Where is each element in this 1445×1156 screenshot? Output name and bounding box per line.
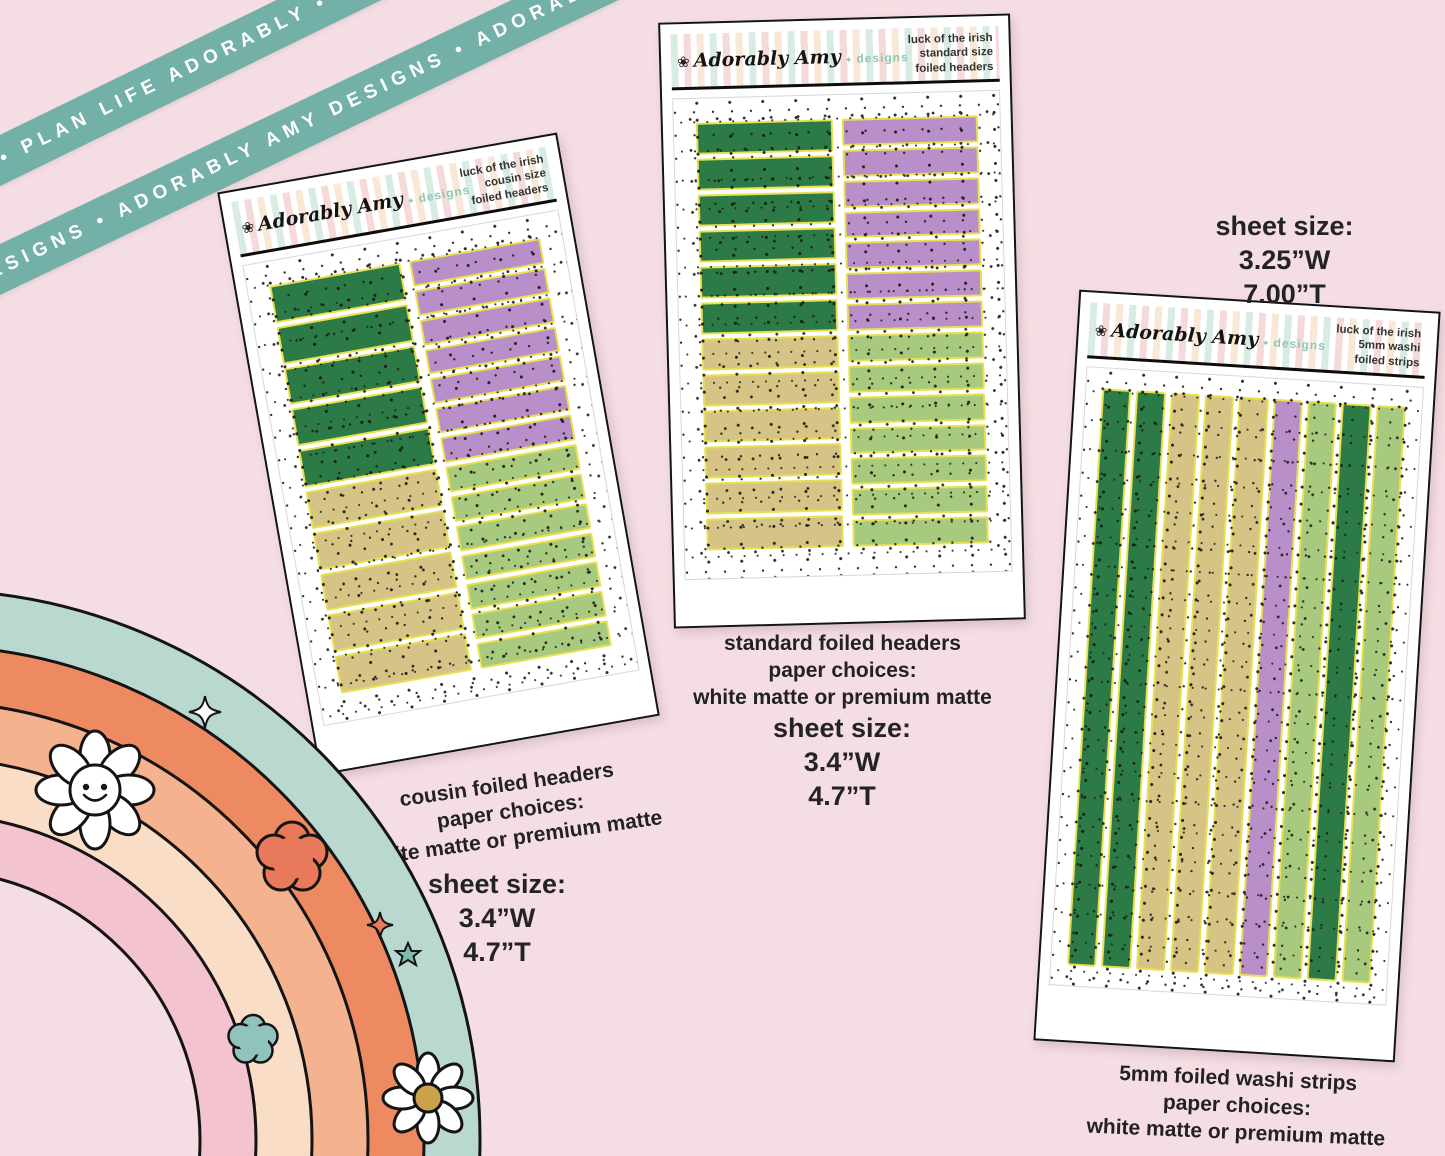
header-strip-lightgreen (851, 516, 989, 547)
header-strip-purple (842, 177, 980, 208)
sticker-column (695, 119, 844, 551)
caption-washi: 5mm foiled washi strips paper choices: w… (1060, 1058, 1413, 1154)
sheet-size-line: sheet size: (1215, 211, 1354, 241)
header-strip-green (696, 155, 834, 191)
sparkle-icon: ✦ (844, 54, 853, 65)
brand-logo: ❀ Adorably Amy ✦ designs (1094, 318, 1326, 354)
brand-script: Adorably Amy (1110, 319, 1259, 351)
sheet-size-line: 3.4”W (458, 902, 536, 933)
sticker-sheet (1048, 366, 1424, 1006)
flower-icon: ❀ (676, 53, 690, 71)
header-strip-green (698, 227, 836, 263)
teal-star-icon (393, 940, 423, 968)
brand-logo: ❀ Adorably Amy ✦ designs (240, 178, 471, 239)
brand-sub: designs (1273, 335, 1327, 353)
sheet-size-line: 7.00”T (1243, 278, 1326, 309)
caption-line: standard foiled headers (724, 632, 961, 655)
header-strips-grid (695, 115, 989, 551)
sparkle-icon (188, 695, 222, 729)
sticker-sheet (672, 89, 1013, 581)
coral-flower-icon (255, 820, 329, 892)
card-header: ❀ Adorably Amy ✦ designs luck of the iri… (670, 25, 1000, 91)
brand-sub: designs (856, 49, 909, 66)
product-label-line: standard size (919, 46, 994, 61)
sticker-sheet-card-standard: ❀ Adorably Amy ✦ designs luck of the iri… (658, 13, 1026, 629)
sheet-size-line: 4.7”T (463, 936, 531, 967)
washi-strips-row (1067, 388, 1406, 984)
sheet-size-line: sheet size: (427, 869, 567, 899)
sheet-size-standard: sheet size: 3.4”W 4.7”T (722, 712, 962, 813)
header-strip-lightgreen (847, 362, 985, 393)
header-strip-green (700, 299, 838, 335)
brand-script: Adorably Amy (693, 45, 842, 72)
sparkle-icon: ✦ (1261, 337, 1270, 348)
header-strip-purple (842, 146, 980, 177)
header-strip-purple (844, 238, 982, 270)
header-strip-purple (843, 207, 981, 239)
sparkle-icon (366, 911, 394, 939)
header-strip-lightgreen (849, 423, 987, 455)
header-strip-purple (846, 300, 984, 331)
sheet-size-line: 3.4”W (803, 746, 881, 777)
product-label-line: foiled headers (915, 60, 994, 75)
header-strip-lightgreen (848, 393, 986, 424)
product-label: luck of the irish standard size foiled h… (908, 31, 994, 75)
caption-line: white matte or premium matte (693, 685, 992, 709)
daisy-icon (381, 1051, 475, 1145)
sticker-column (841, 115, 989, 547)
header-strip-tan (703, 407, 841, 443)
header-strip-green (695, 119, 834, 155)
header-strip-tan (701, 335, 839, 371)
header-strip-green (697, 191, 835, 227)
header-strip-tan (702, 371, 840, 407)
header-strip-purple (845, 269, 983, 301)
product-label: luck of the irish cousin size foiled hea… (459, 153, 550, 209)
sheet-size-line: 4.7”T (808, 780, 876, 811)
card-header: ❀ Adorably Amy ✦ designs luck of the iri… (1087, 302, 1428, 379)
teal-flower-icon (227, 1013, 279, 1064)
brand-script: Adorably Amy (256, 187, 405, 236)
sheet-size-line: sheet size: (772, 713, 912, 743)
sticker-sheet-card-washi: ❀ Adorably Amy ✦ designs luck of the iri… (1033, 289, 1441, 1063)
header-strip-lightgreen (850, 485, 989, 516)
sparkle-icon: ✦ (406, 194, 416, 207)
sheet-size-washi: sheet size: 3.25”W 7.00”T (1162, 210, 1407, 311)
header-strip-tan (706, 515, 844, 551)
flower-icon: ❀ (1094, 322, 1108, 340)
header-strip-tan (705, 479, 843, 515)
sheet-size-cousin: sheet size: 3.4”W 4.7”T (377, 868, 617, 969)
flower-icon: ❀ (240, 218, 256, 238)
header-strip-tan (704, 443, 842, 479)
header-strip-green (699, 263, 837, 299)
header-strip-purple (841, 115, 979, 146)
caption-line: paper choices: (768, 658, 917, 682)
rainbow-graphic (0, 593, 482, 1156)
product-label: luck of the irish 5mm washi foiled strip… (1334, 323, 1422, 370)
brand-logo: ❀ Adorably Amy ✦ designs (676, 44, 909, 72)
sheet-size-line: 3.25”W (1238, 244, 1331, 275)
header-strip-lightgreen (846, 331, 985, 362)
daisy-smiley-icon (34, 729, 156, 851)
caption-standard: standard foiled headers paper choices: w… (670, 631, 1015, 712)
header-strip-lightgreen (850, 454, 988, 486)
